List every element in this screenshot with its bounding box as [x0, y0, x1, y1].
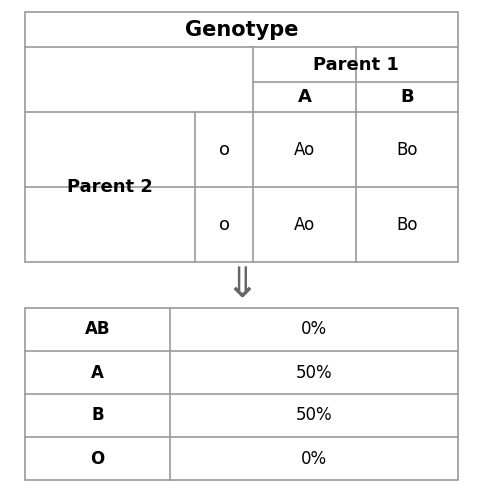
Text: O: O [90, 449, 105, 467]
Text: A: A [91, 363, 104, 382]
Text: Bo: Bo [396, 140, 418, 159]
Text: 50%: 50% [296, 407, 332, 425]
Text: o: o [218, 140, 229, 159]
Text: Bo: Bo [396, 216, 418, 234]
Bar [25, 308, 458, 480]
Text: A: A [298, 88, 312, 106]
Text: 0%: 0% [301, 321, 327, 338]
Text: Parent 1: Parent 1 [313, 55, 398, 74]
Text: o: o [218, 216, 229, 234]
Text: Parent 2: Parent 2 [67, 178, 153, 196]
Text: Ao: Ao [294, 140, 315, 159]
Text: B: B [400, 88, 414, 106]
Text: 0%: 0% [301, 449, 327, 467]
Text: B: B [91, 407, 104, 425]
Text: ⇓: ⇓ [224, 264, 259, 306]
Text: Ao: Ao [294, 216, 315, 234]
Bar [25, 12, 458, 262]
Text: AB: AB [85, 321, 110, 338]
Text: 50%: 50% [296, 363, 332, 382]
Text: Genotype: Genotype [185, 20, 298, 39]
